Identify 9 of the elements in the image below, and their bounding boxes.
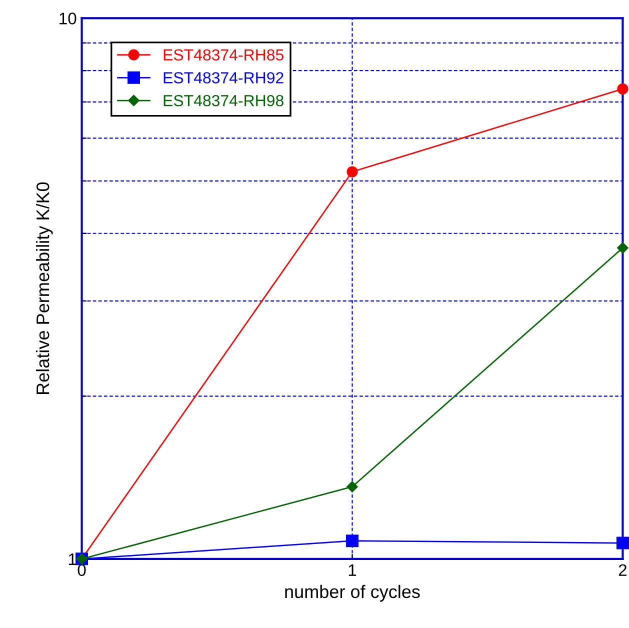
y-axis-title: Relative Permeability K/K0 xyxy=(36,182,53,394)
x-axis-title: number of cycles xyxy=(285,584,420,602)
x-tick-label: 0 xyxy=(78,564,86,576)
legend-label: EST48374-RH85 xyxy=(164,49,284,61)
x-tick-label: 1 xyxy=(348,564,356,576)
legend-label: EST48374-RH92 xyxy=(164,72,284,84)
y-tick-label: 10 xyxy=(60,12,76,24)
x-tick-label: 2 xyxy=(618,564,627,576)
legend-label: EST48374-RH98 xyxy=(164,94,284,106)
